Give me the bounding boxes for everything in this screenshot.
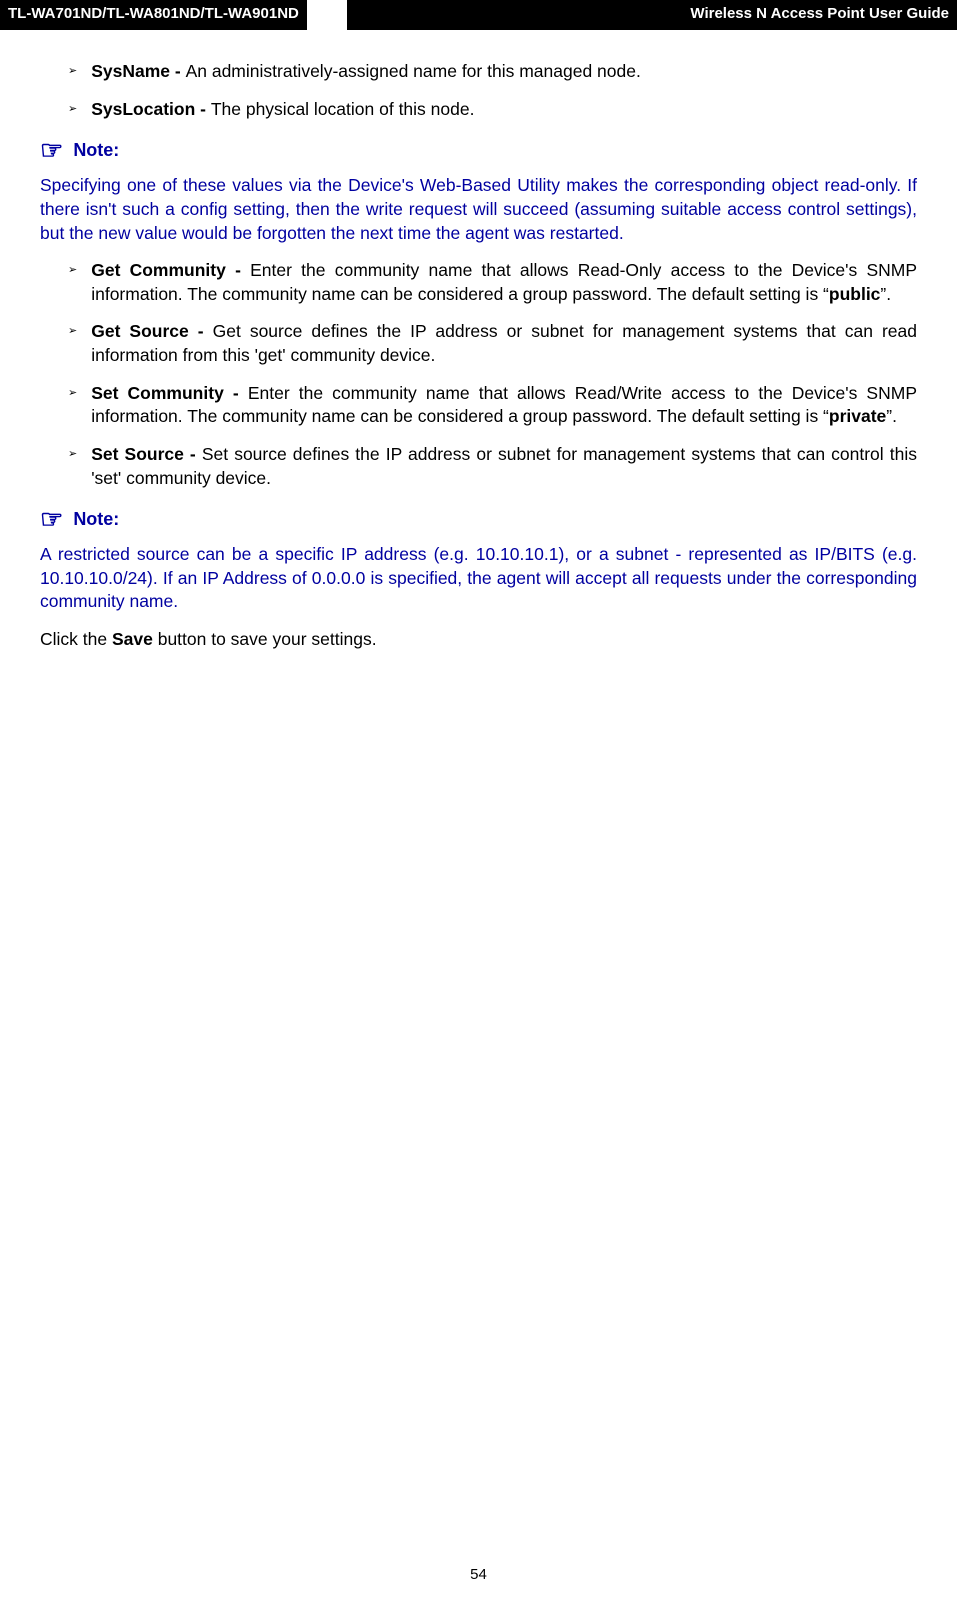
bullet-text: Get Community - Enter the community name…	[91, 259, 917, 306]
note-body-1: Specifying one of these values via the D…	[40, 174, 917, 245]
note-header: ☞ Note:	[40, 135, 917, 166]
field-label: Set Source -	[91, 444, 202, 464]
field-desc: An administratively-assigned name for th…	[186, 61, 641, 81]
pointing-hand-icon: ☞	[40, 504, 63, 535]
field-desc: The physical location of this node.	[211, 99, 475, 119]
bullet-setcommunity: ➢ Set Community - Enter the community na…	[40, 382, 917, 429]
field-value: private	[829, 406, 886, 426]
bullet-getcommunity: ➢ Get Community - Enter the community na…	[40, 259, 917, 306]
field-label: SysLocation -	[91, 99, 211, 119]
field-desc-b: ”.	[880, 284, 891, 304]
bullet-marker-icon: ➢	[68, 64, 77, 84]
save-paragraph: Click the Save button to save your setti…	[40, 628, 917, 652]
bullet-text: SysLocation - The physical location of t…	[91, 98, 917, 122]
header-title: Wireless N Access Point User Guide	[347, 0, 957, 30]
save-keyword: Save	[112, 629, 153, 649]
note-label: Note:	[73, 509, 119, 530]
field-label: Get Source -	[91, 321, 212, 341]
bullet-text: Get Source - Get source defines the IP a…	[91, 320, 917, 367]
bullet-setsource: ➢ Set Source - Set source defines the IP…	[40, 443, 917, 490]
field-desc: Set source defines the IP address or sub…	[91, 444, 917, 488]
bullet-text: Set Source - Set source defines the IP a…	[91, 443, 917, 490]
bullet-marker-icon: ➢	[68, 324, 77, 367]
pointing-hand-icon: ☞	[40, 135, 63, 166]
field-label: SysName -	[91, 61, 185, 81]
bullet-text: SysName - An administratively-assigned n…	[91, 60, 917, 84]
bullet-marker-icon: ➢	[68, 447, 77, 490]
save-text-b: button to save your settings.	[153, 629, 377, 649]
note-label: Note:	[73, 140, 119, 161]
header-model-numbers: TL-WA701ND/TL-WA801ND/TL-WA901ND	[0, 0, 307, 30]
bullet-text: Set Community - Enter the community name…	[91, 382, 917, 429]
page-content: ➢ SysName - An administratively-assigned…	[0, 30, 957, 652]
note-body-2: A restricted source can be a specific IP…	[40, 543, 917, 614]
save-text-a: Click the	[40, 629, 112, 649]
bullet-sysname: ➢ SysName - An administratively-assigned…	[40, 60, 917, 84]
bullet-marker-icon: ➢	[68, 386, 77, 429]
page-number: 54	[0, 1566, 957, 1583]
bullet-marker-icon: ➢	[68, 102, 77, 122]
field-label: Set Community -	[91, 383, 248, 403]
bullet-syslocation: ➢ SysLocation - The physical location of…	[40, 98, 917, 122]
header-gap	[307, 0, 347, 30]
field-value: public	[829, 284, 881, 304]
document-header: TL-WA701ND/TL-WA801ND/TL-WA901ND Wireles…	[0, 0, 957, 30]
bullet-marker-icon: ➢	[68, 263, 77, 306]
bullet-getsource: ➢ Get Source - Get source defines the IP…	[40, 320, 917, 367]
field-desc-b: ”.	[886, 406, 897, 426]
field-desc: Get source defines the IP address or sub…	[91, 321, 917, 365]
note-header: ☞ Note:	[40, 504, 917, 535]
field-label: Get Community -	[91, 260, 250, 280]
